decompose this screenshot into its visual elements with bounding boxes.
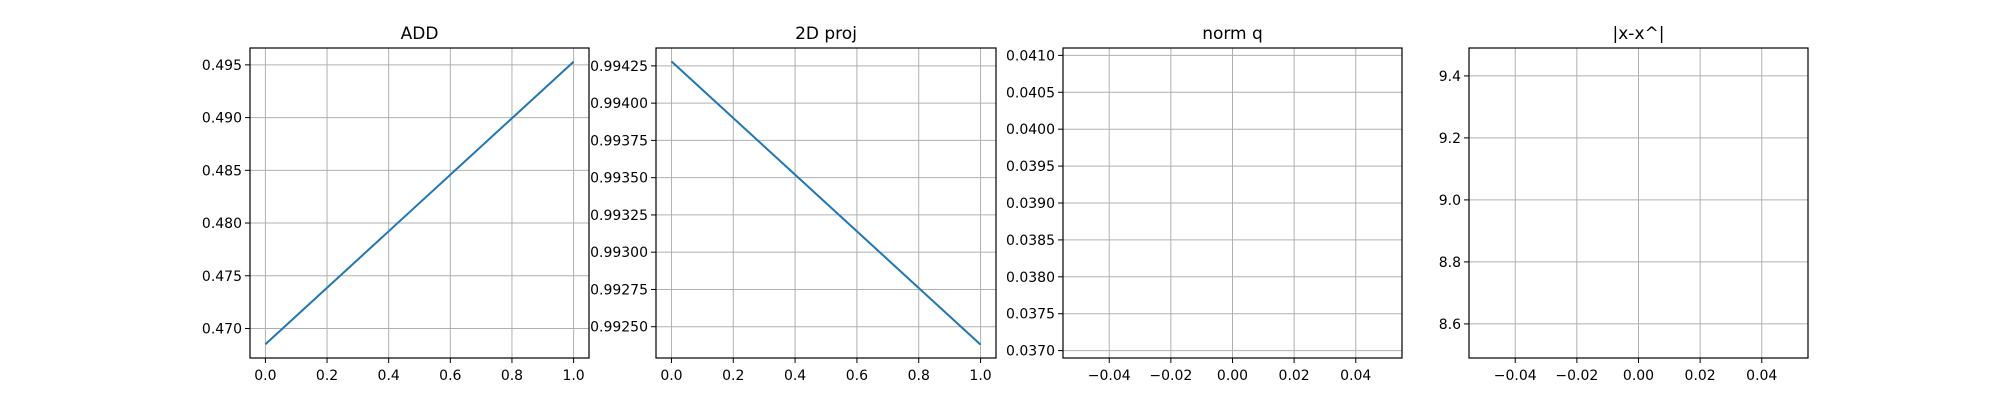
y-tick-label: 0.0405 <box>1006 85 1055 101</box>
y-tick-label: 0.0390 <box>1006 196 1055 212</box>
axes-frame <box>249 47 590 359</box>
x-tick-label: 1.0 <box>562 368 584 384</box>
subplots: 0.0 0.2 0.4 0.6 0.8 1.0 0.470 0.475 0.480 0.485 0.… <box>202 24 1809 384</box>
x-tick-label: 0.2 <box>722 368 744 384</box>
x-tick-label: 0.4 <box>784 368 806 384</box>
y-tick-label: 9.2 <box>1439 131 1461 147</box>
series-line-0 <box>670 60 982 346</box>
series-line-0 <box>264 60 575 346</box>
x-tick-label: 0.8 <box>908 368 930 384</box>
y-tick-label: 0.480 <box>202 216 242 232</box>
y-tick-label: 0.99250 <box>590 320 648 336</box>
y-tick-label: 0.99375 <box>590 133 648 149</box>
y-tick-label: 0.495 <box>202 58 242 74</box>
y-tick-label: 9.0 <box>1439 193 1461 209</box>
x-tick-label: 0.02 <box>1279 368 1310 384</box>
subplot-title: norm q <box>1202 24 1263 44</box>
subplot-0: 0.0 0.2 0.4 0.6 0.8 1.0 0.470 0.475 0.480 0.485 0.… <box>202 24 590 384</box>
y-tick-label: 0.99400 <box>590 96 648 112</box>
x-tick-label: 0.6 <box>846 368 868 384</box>
x-tick-label: 0.8 <box>501 368 523 384</box>
subplot-title: ADD <box>401 24 439 44</box>
y-tick-label: 0.0400 <box>1006 122 1055 138</box>
x-tick-label: −0.02 <box>1149 368 1192 384</box>
x-tick-label: 0.0 <box>660 368 682 384</box>
x-tick-label: −0.04 <box>1088 368 1131 384</box>
x-tick-label: 0.02 <box>1685 368 1716 384</box>
subplot-2: −0.04 −0.02 0.00 0.02 0.04 0.0370 0.0375 0.0380… <box>1006 24 1403 384</box>
subplot-1: 0.0 0.2 0.4 0.6 0.8 1.0 0.99250 0.99275 0.99300 0… <box>590 24 997 384</box>
x-tick-label: 0.04 <box>1746 368 1777 384</box>
x-tick-label: −0.04 <box>1494 368 1537 384</box>
y-tick-label: 0.490 <box>202 111 242 127</box>
y-tick-label: 0.99350 <box>590 171 648 187</box>
y-tick-label: 0.0385 <box>1006 233 1055 249</box>
y-tick-label: 0.0375 <box>1006 307 1055 323</box>
y-tick-label: 0.0380 <box>1006 270 1055 286</box>
y-tick-label: 0.99275 <box>590 282 648 298</box>
x-tick-label: 0.04 <box>1340 368 1371 384</box>
y-tick-label: 0.99300 <box>590 245 648 261</box>
y-tick-label: 0.99325 <box>590 208 648 224</box>
x-tick-label: 0.2 <box>316 368 338 384</box>
axes-frame <box>655 47 997 359</box>
y-tick-label: 0.0395 <box>1006 159 1055 175</box>
x-tick-label: −0.02 <box>1555 368 1598 384</box>
x-tick-label: 1.0 <box>969 368 991 384</box>
subplot-title: 2D proj <box>795 24 857 44</box>
y-tick-label: 0.99425 <box>590 59 648 75</box>
y-tick-label: 9.4 <box>1439 69 1461 85</box>
y-tick-label: 8.8 <box>1439 255 1461 271</box>
y-tick-label: 0.475 <box>202 269 242 285</box>
x-tick-label: 0.4 <box>378 368 400 384</box>
y-tick-label: 8.6 <box>1439 317 1461 333</box>
y-tick-label: 0.0370 <box>1006 344 1055 360</box>
x-tick-label: 0.00 <box>1217 368 1248 384</box>
y-tick-label: 0.470 <box>202 321 242 337</box>
subplot-3: −0.04 −0.02 0.00 0.02 0.04 8.6 8.8 9.0 9.2 9.4 |x-… <box>1439 24 1809 384</box>
y-tick-label: 0.485 <box>202 163 242 179</box>
subplot-title: |x-x^| <box>1613 24 1665 44</box>
x-tick-label: 0.6 <box>439 368 461 384</box>
x-tick-label: 0.00 <box>1623 368 1654 384</box>
y-tick-label: 0.0410 <box>1006 48 1055 64</box>
x-tick-label: 0.0 <box>254 368 276 384</box>
